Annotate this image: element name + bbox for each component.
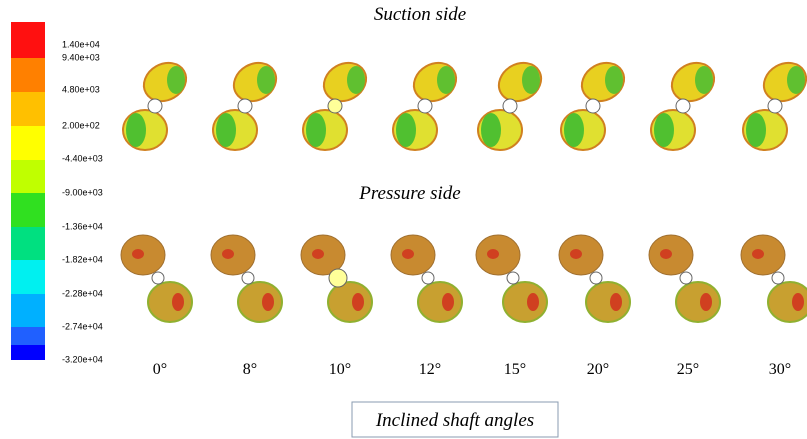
blade-zone (746, 113, 766, 147)
colorbar-band (11, 92, 45, 126)
colorbar-label: 9.40e+03 (62, 52, 100, 62)
colorbar-band (11, 345, 45, 360)
colorbar-label: -9.00e+03 (62, 187, 103, 197)
blade-zone (792, 293, 804, 311)
blade-zone (126, 113, 146, 147)
blade (148, 282, 192, 322)
blade-zone (522, 66, 540, 94)
blade (676, 282, 720, 322)
blade-zone (752, 249, 764, 259)
colorbar-label: -2.28e+04 (62, 288, 103, 298)
blade-zone (605, 66, 623, 94)
angle-label: 25° (677, 361, 699, 378)
colorbar-label: -4.40e+03 (62, 153, 103, 163)
blade-zone (216, 113, 236, 147)
blade-zone (695, 66, 713, 94)
blade-zone (660, 249, 672, 259)
caption: Inclined shaft angles (375, 410, 534, 431)
hub (422, 272, 434, 284)
blade-zone (487, 249, 499, 259)
colorbar-label: 4.80e+03 (62, 84, 100, 94)
hub (768, 99, 782, 113)
blade-zone (402, 249, 414, 259)
blade-zone (564, 113, 584, 147)
hub (507, 272, 519, 284)
blade-zone (257, 66, 275, 94)
suction-title: Suction side (374, 4, 466, 25)
hub (152, 272, 164, 284)
hub (676, 99, 690, 113)
colorbar-label: 2.00e+02 (62, 120, 100, 130)
blade-zone (167, 66, 185, 94)
angle-label: 15° (504, 361, 526, 378)
colorbar-band (11, 327, 45, 345)
colorbar-label: -1.82e+04 (62, 254, 103, 264)
blade-zone (527, 293, 539, 311)
hub (148, 99, 162, 113)
colorbar-band (11, 260, 45, 294)
blade-zone (787, 66, 805, 94)
colorbar-label: -1.36e+04 (62, 221, 103, 231)
blade (238, 282, 282, 322)
hub (238, 99, 252, 113)
angle-label: 20° (587, 361, 609, 378)
angle-label: 8° (243, 361, 257, 378)
hub (242, 272, 254, 284)
blade (503, 282, 547, 322)
hub (328, 99, 342, 113)
blade (418, 282, 462, 322)
blade-zone (172, 293, 184, 311)
hub (590, 272, 602, 284)
colorbar-band (11, 193, 45, 227)
colorbar-band (11, 22, 45, 58)
blade-zone (312, 249, 324, 259)
blade-zone (306, 113, 326, 147)
colorbar-label: -2.74e+04 (62, 321, 103, 331)
colorbar-label: 1.40e+04 (62, 39, 100, 49)
hub (503, 99, 517, 113)
blade (586, 282, 630, 322)
propellers: 0° 8° 10° 12° 15° 20° 25° 30° (121, 55, 807, 378)
blade-zone (700, 293, 712, 311)
colorbar-band (11, 227, 45, 260)
blade-zone (262, 293, 274, 311)
angle-label: 10° (329, 361, 351, 378)
hub (772, 272, 784, 284)
angle-label: 0° (153, 361, 167, 378)
angle-label: 30° (769, 361, 791, 378)
blade-zone (352, 293, 364, 311)
angle-label: 12° (419, 361, 441, 378)
blade-zone (442, 293, 454, 311)
colorbar-label: -3.20e+04 (62, 354, 103, 364)
blade-zone (654, 113, 674, 147)
colorbar-band (11, 126, 45, 160)
blade-zone (437, 66, 455, 94)
colorbar-band (11, 160, 45, 193)
blade-zone (481, 113, 501, 147)
blade-zone (347, 66, 365, 94)
blade-zone (570, 249, 582, 259)
hub (418, 99, 432, 113)
blade-zone (396, 113, 416, 147)
colorbar-band (11, 58, 45, 92)
blade-zone (222, 249, 234, 259)
colorbar: 1.40e+04 9.40e+03 4.80e+03 2.00e+02 -4.40e+0… (11, 22, 103, 364)
colorbar-band (11, 294, 45, 327)
blade (328, 282, 372, 322)
blade-zone (610, 293, 622, 311)
hub (329, 269, 347, 287)
pressure-title: Pressure side (358, 183, 461, 204)
hub (586, 99, 600, 113)
hub (680, 272, 692, 284)
figure: Suction side Pressure side Inclined shaf… (0, 0, 807, 439)
blade-zone (132, 249, 144, 259)
